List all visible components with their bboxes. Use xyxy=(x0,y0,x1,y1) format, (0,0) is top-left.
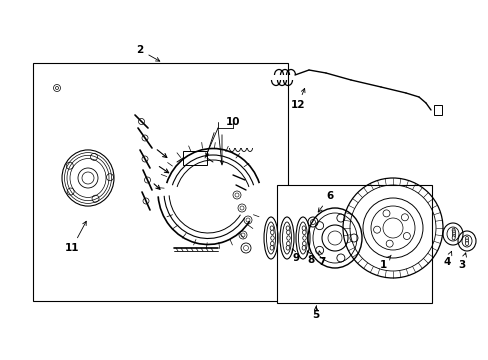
Ellipse shape xyxy=(302,246,305,250)
Text: 1: 1 xyxy=(379,255,390,270)
Ellipse shape xyxy=(269,246,273,250)
Ellipse shape xyxy=(302,226,305,230)
Ellipse shape xyxy=(270,236,274,240)
Ellipse shape xyxy=(286,236,290,240)
Ellipse shape xyxy=(285,226,289,230)
Ellipse shape xyxy=(451,234,454,238)
Ellipse shape xyxy=(286,230,289,235)
Text: 5: 5 xyxy=(312,310,319,320)
Text: 3: 3 xyxy=(457,253,466,270)
Text: 11: 11 xyxy=(64,221,86,253)
Ellipse shape xyxy=(465,239,468,243)
Bar xyxy=(183,151,206,165)
Ellipse shape xyxy=(451,230,454,234)
Ellipse shape xyxy=(286,242,289,246)
Text: 12: 12 xyxy=(290,89,305,110)
Bar xyxy=(276,185,431,303)
Bar xyxy=(433,105,441,115)
Text: 2: 2 xyxy=(136,45,160,61)
Ellipse shape xyxy=(451,232,454,236)
Ellipse shape xyxy=(269,226,273,230)
Ellipse shape xyxy=(465,237,468,240)
Ellipse shape xyxy=(451,228,454,232)
Ellipse shape xyxy=(285,246,289,250)
Ellipse shape xyxy=(302,242,305,246)
Text: 7: 7 xyxy=(318,251,325,267)
Text: 9: 9 xyxy=(291,249,299,263)
Text: 8: 8 xyxy=(306,251,314,265)
Text: 4: 4 xyxy=(443,251,451,267)
Ellipse shape xyxy=(451,236,454,240)
Ellipse shape xyxy=(270,242,273,246)
Text: 6: 6 xyxy=(318,191,333,212)
Bar xyxy=(33,63,287,301)
Text: 10: 10 xyxy=(225,117,240,127)
Ellipse shape xyxy=(302,230,305,235)
Ellipse shape xyxy=(302,236,305,240)
Ellipse shape xyxy=(465,242,468,246)
Ellipse shape xyxy=(270,230,273,235)
